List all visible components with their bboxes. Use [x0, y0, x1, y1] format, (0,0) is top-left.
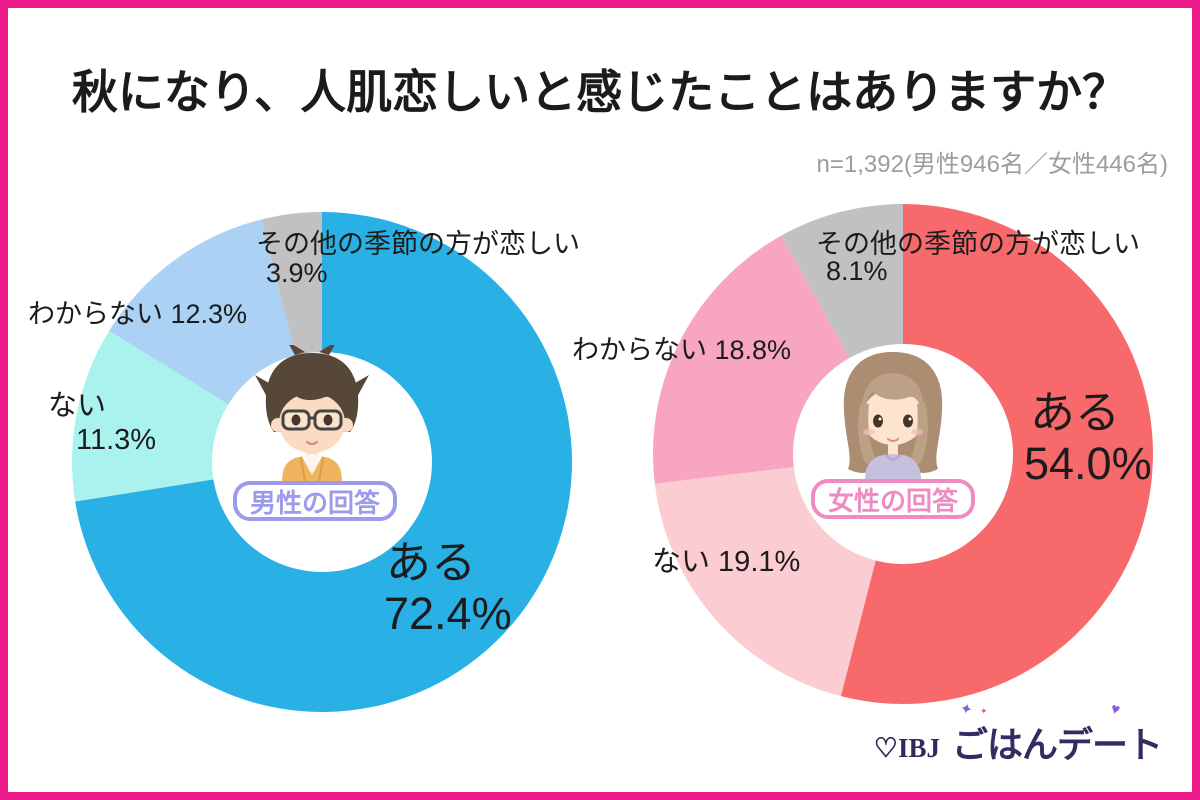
male-label-other-pct: 3.9%	[266, 258, 328, 288]
male-label-other: その他の季節の方が恋しい	[256, 229, 580, 259]
female-label-unknown: わからない 18.8%	[572, 335, 792, 365]
female-label-yes-pct: 54.0%	[1024, 438, 1152, 489]
brand-logo-text: ごはんデート	[951, 724, 1163, 765]
female-label-other: その他の季節の方が恋しい	[816, 229, 1140, 259]
donut-segment-わからない	[109, 219, 296, 405]
male-avatar-label: 男性の回答	[233, 481, 397, 521]
male-label-unknown: わからない 12.3%	[28, 299, 248, 329]
female-label-yes: ある	[1030, 387, 1121, 438]
gohan-date-logo: ♡IBJ ✦ ✦ ♥ ごはんデート	[873, 700, 1163, 768]
male-donut-chart	[72, 212, 573, 712]
sample-size-note: n=1,392(男性946名／女性446名)	[816, 151, 1169, 178]
ibj-logo: ♡IBJ	[873, 733, 940, 763]
male-avatar	[255, 345, 369, 495]
female-label-other-pct: 8.1%	[826, 256, 888, 286]
male-label-no: ない	[48, 390, 107, 422]
donut-segment-わからない	[653, 235, 850, 484]
male-label-yes: ある	[386, 537, 477, 588]
donut-segment-その他の季節の方が恋しい	[261, 212, 322, 356]
female-avatar-label: 女性の回答	[811, 479, 975, 519]
female-donut-chart	[653, 204, 1153, 704]
brand-logo-wrap: ✦ ✦ ♥ ごはんデート	[951, 700, 1163, 768]
sparkle-small-icon: ✦	[979, 706, 988, 716]
female-avatar	[843, 352, 943, 492]
donut-segment-ある	[840, 204, 1153, 704]
male-label-yes-pct: 72.4%	[384, 588, 512, 639]
page-title: 秋になり、人肌恋しいと感じたことはありますか？	[71, 66, 1129, 118]
sparkle-icon: ✦	[958, 699, 975, 720]
donut-segment-ある	[75, 212, 573, 712]
female-label-no: ない 19.1%	[652, 546, 801, 578]
male-label-no-pct: 11.3%	[76, 424, 157, 456]
donut-segment-ない	[72, 330, 229, 502]
donut-segment-その他の季節の方が恋しい	[781, 204, 903, 358]
donut-segment-ない	[654, 467, 876, 697]
